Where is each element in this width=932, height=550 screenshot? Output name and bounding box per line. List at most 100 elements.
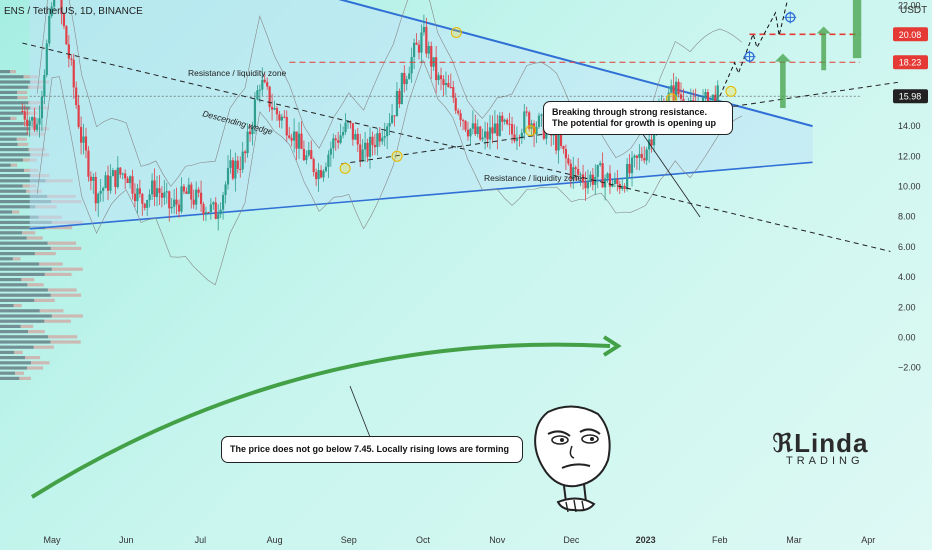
candle-body [364, 142, 367, 150]
candle-body [528, 112, 531, 129]
y-tick-label: 22.00 [898, 0, 921, 10]
candle-body [229, 160, 232, 168]
candle-body [251, 126, 254, 135]
candle-body [236, 160, 239, 169]
candle-body [327, 154, 330, 167]
candle-body [584, 182, 587, 189]
brand-main: ℜLinda [772, 428, 869, 458]
candle-body [163, 192, 166, 198]
candle-body [339, 135, 342, 143]
volume-bar-sell [26, 366, 44, 370]
candle-body [555, 131, 558, 151]
candle-body [244, 151, 247, 154]
volume-bar [0, 319, 45, 323]
candle-body [400, 72, 403, 105]
candle-body [337, 140, 340, 143]
candle-body [535, 126, 538, 135]
candle-body [275, 108, 279, 115]
candle-body [75, 87, 78, 106]
candle-body [231, 160, 234, 179]
candle-body [412, 42, 416, 58]
volume-bar [0, 324, 21, 328]
x-tick-label: Apr [861, 535, 875, 545]
volume-bar-sell [44, 272, 72, 276]
volume-bar [0, 304, 14, 308]
candle-body [378, 133, 381, 142]
candle-body [133, 193, 137, 202]
candle-body [146, 200, 149, 208]
candle-body [177, 204, 181, 212]
candle-body [581, 174, 585, 183]
candle-body [674, 81, 678, 101]
candle-body [623, 185, 626, 190]
candle-body [464, 120, 467, 130]
candle-body [89, 176, 92, 181]
volume-bar [0, 267, 52, 271]
wedge-upper-line [338, 0, 813, 128]
candle-body [621, 185, 624, 189]
candle-body [329, 148, 332, 155]
candle-body [302, 148, 306, 161]
descending-wedge [29, 0, 813, 230]
candle-body [239, 168, 242, 170]
candle-body [43, 75, 46, 97]
candle-body [403, 72, 406, 85]
candle-body [256, 90, 259, 100]
candle-body [408, 73, 411, 80]
callout-breakout-line2: The potential for growth is opening up [552, 118, 716, 128]
candle-body [258, 89, 261, 91]
candle-body [415, 42, 418, 45]
y-tick-label: 0.00 [898, 333, 916, 343]
candle-body [170, 206, 173, 209]
candle-body [128, 176, 132, 184]
volume-bar-sell [50, 340, 81, 344]
candle-body [182, 186, 186, 192]
candle-body [79, 126, 83, 143]
volume-bar [0, 340, 51, 344]
volume-bar-sell [10, 163, 18, 167]
candle-body [175, 199, 178, 205]
volume-bar-sell [51, 314, 83, 318]
candle-body [187, 184, 190, 194]
candle-body [586, 180, 590, 189]
price-label-text: 18.23 [899, 58, 922, 68]
challenge-face-icon [528, 402, 618, 522]
x-tick-label: Jun [119, 535, 134, 545]
candle-body [297, 133, 301, 149]
y-tick-label: −2.00 [898, 363, 921, 373]
volume-bar-sell [10, 70, 16, 74]
candle-body [344, 122, 347, 132]
candle-body [295, 131, 298, 149]
candle-body [476, 126, 479, 134]
candle-body [459, 113, 462, 121]
volume-bar [0, 309, 40, 313]
overlay-layer [22, 0, 898, 499]
volume-bar-sell [34, 298, 55, 302]
candle-body [430, 45, 433, 67]
volume-bar-sell [17, 90, 28, 94]
candle-body [613, 179, 616, 184]
rising-lows-arrowhead [602, 335, 622, 357]
candle-body [481, 137, 484, 140]
candle-body [650, 139, 653, 146]
candle-body [131, 176, 134, 194]
candle-body [192, 199, 195, 205]
volume-bar [0, 345, 34, 349]
candle-body [496, 123, 499, 136]
candle-body [359, 144, 362, 162]
candle-body [518, 137, 521, 139]
candle-body [33, 117, 36, 130]
volume-bar-sell [15, 371, 25, 375]
candle-body [288, 135, 291, 138]
volume-bar [0, 127, 31, 131]
candle-body [285, 117, 288, 136]
pivot-circle [725, 85, 737, 97]
candle-body [207, 212, 210, 214]
candle-body [486, 131, 489, 140]
volume-bar [0, 142, 18, 146]
candle-body [410, 57, 413, 74]
candle-body [716, 85, 719, 110]
candle-body [317, 170, 320, 180]
candle-body [28, 120, 31, 127]
